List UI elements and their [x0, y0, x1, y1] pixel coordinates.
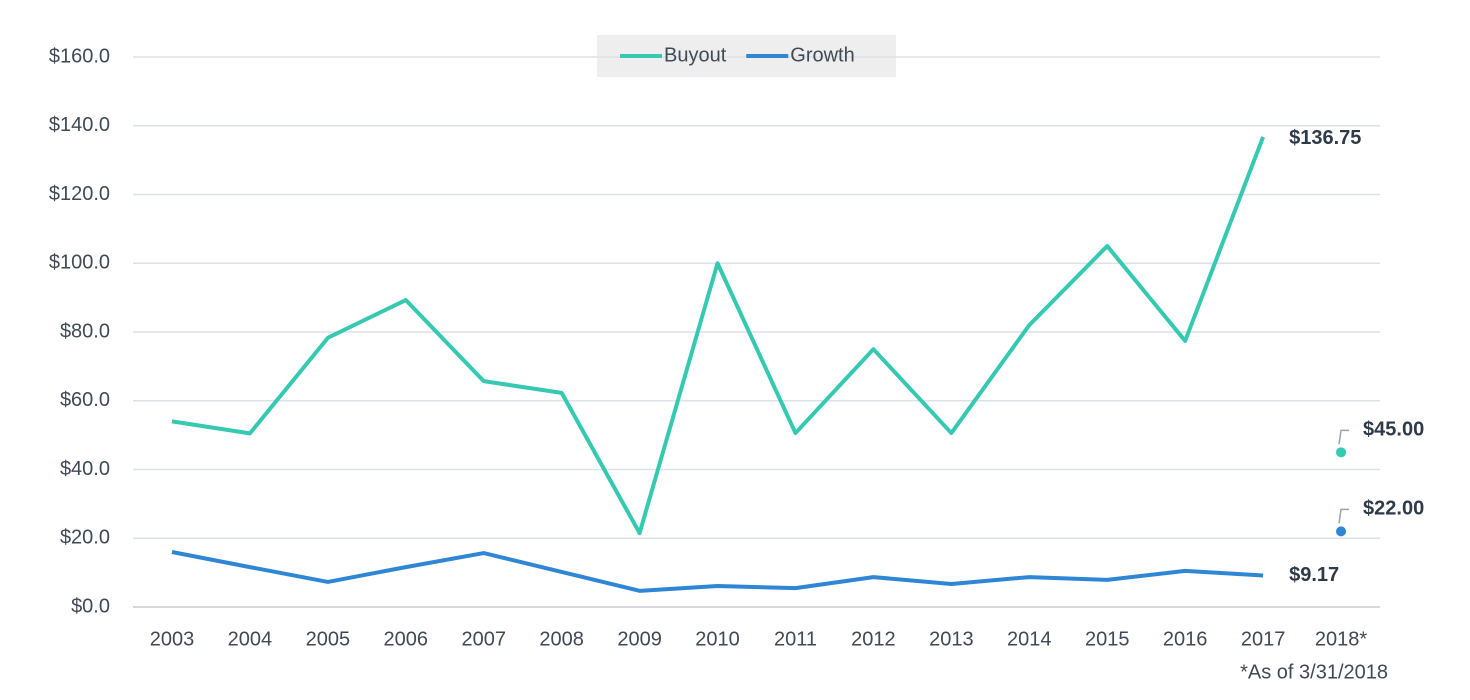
- y-tick-label: $40.0: [60, 458, 110, 480]
- data-label: $9.17: [1289, 564, 1339, 586]
- series-line: [171, 550, 1264, 593]
- x-tick-label: 2004: [228, 628, 273, 650]
- footnote: *As of 3/31/2018: [1240, 661, 1388, 683]
- x-tick-label: 2012: [851, 628, 896, 650]
- y-tick-label: $100.0: [49, 252, 110, 274]
- x-tick-label: 2016: [1163, 628, 1208, 650]
- x-tick-label: 2006: [384, 628, 429, 650]
- leader-line: [1338, 429, 1350, 445]
- legend-label: Buyout: [664, 44, 727, 66]
- x-tick-label: 2008: [539, 628, 584, 650]
- y-tick-label: $80.0: [60, 320, 110, 342]
- x-tick-label: 2010: [695, 628, 740, 650]
- data-point: [1336, 447, 1347, 458]
- y-tick-label: $160.0: [49, 45, 110, 67]
- x-tick-label: 2018*: [1315, 628, 1367, 650]
- y-tick-label: $60.0: [60, 389, 110, 411]
- series-line: [171, 136, 1265, 536]
- x-tick-label: 2017: [1241, 628, 1286, 650]
- y-tick-label: $140.0: [49, 114, 110, 136]
- y-tick-label: $0.0: [71, 595, 110, 617]
- legend-label: Growth: [790, 44, 854, 66]
- x-tick-label: 2007: [461, 628, 506, 650]
- data-point: [1336, 526, 1347, 537]
- x-tick-label: 2005: [306, 628, 351, 650]
- x-tick-label: 2015: [1085, 628, 1130, 650]
- x-tick-label: 2003: [150, 628, 195, 650]
- data-label: $22.00: [1363, 498, 1424, 520]
- x-tick-label: 2009: [617, 628, 662, 650]
- leader-line: [1338, 508, 1350, 524]
- x-tick-label: 2014: [1007, 628, 1052, 650]
- y-tick-label: $20.0: [60, 527, 110, 549]
- x-tick-label: 2013: [929, 628, 974, 650]
- data-label: $45.00: [1363, 419, 1424, 441]
- data-label: $136.75: [1289, 127, 1361, 149]
- y-tick-label: $120.0: [49, 183, 110, 205]
- x-tick-label: 2011: [774, 628, 817, 650]
